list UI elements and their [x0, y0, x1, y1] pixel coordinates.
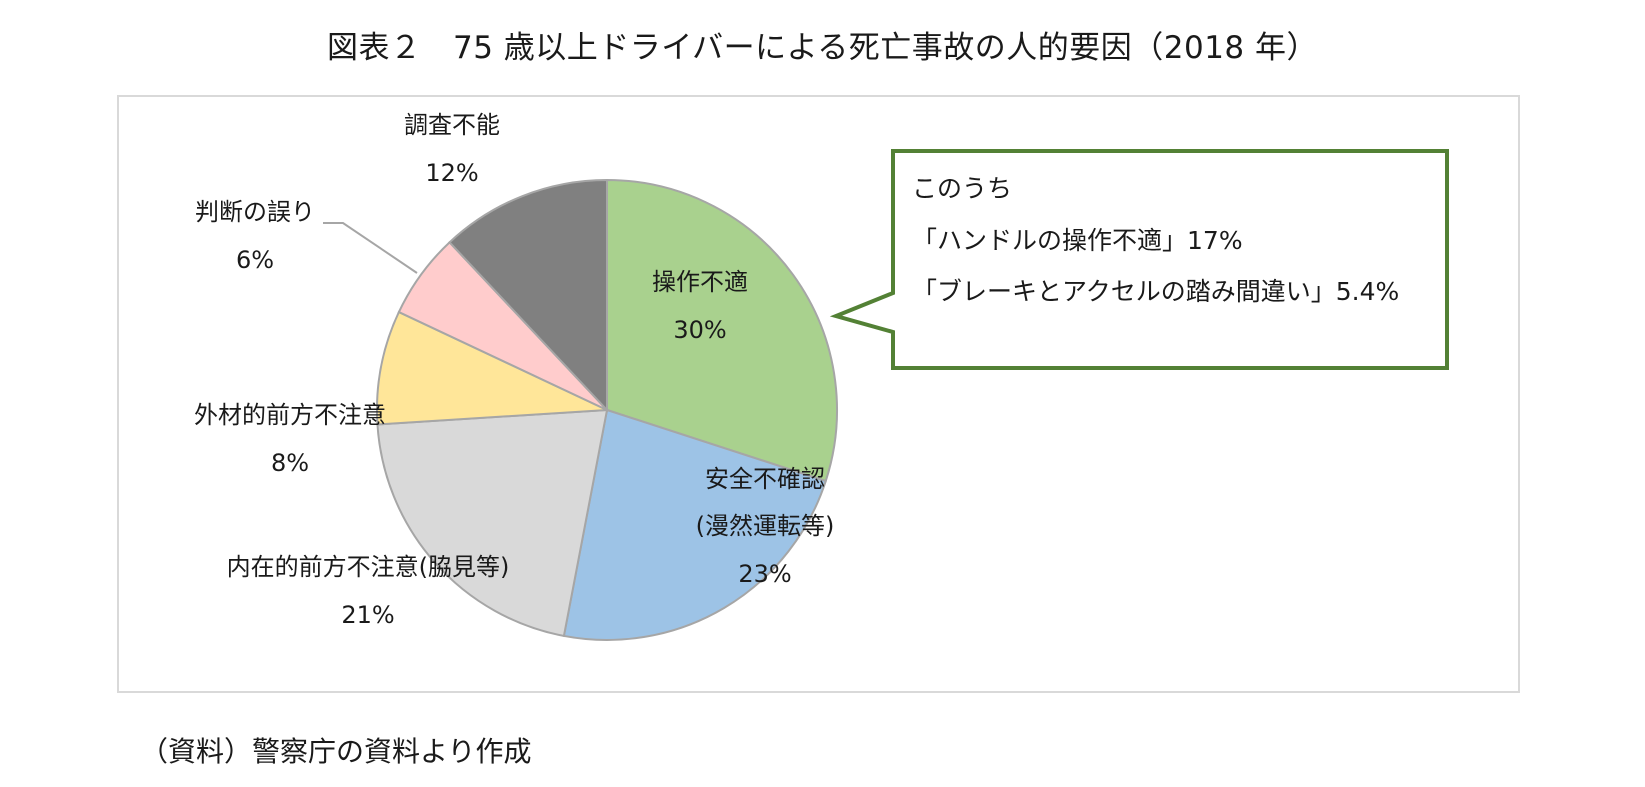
callout-line: このうち [912, 174, 1012, 203]
pie-slice [606, 178, 838, 483]
chart-frame [117, 95, 1520, 693]
pie-slice [448, 178, 608, 413]
callout-shape [829, 149, 1449, 370]
slice-value-label: 6% [236, 246, 274, 274]
slice-labels: 操作不適 30% 安全不確認 (漫然運転等) 23% 内在的前方不注意(脇見等) 21% 外材… [194, 111, 834, 629]
leader-lines [323, 222, 418, 274]
slice-value-label: 12% [425, 159, 478, 187]
slice-label: 操作不適 [652, 268, 748, 296]
slice-value-label: 23% [738, 560, 791, 588]
leader-line [323, 222, 418, 274]
callout-box: このうち「ハンドルの操作不適」17% 「ブレーキとアクセルの踏み間違い」5.4% [829, 149, 1449, 370]
slice-value-label: 30% [673, 316, 726, 344]
callout-line: 「ハンドルの操作不適」17% [912, 226, 1243, 255]
pie-slice [562, 408, 828, 641]
pie-slices [376, 178, 838, 641]
source-note: （資料）警察庁の資料より作成 [140, 735, 532, 768]
chart-title: 図表２ 75 歳以上ドライバーによる死亡事故の人的要因（2018 年） [327, 30, 1318, 66]
slice-value-label: 8% [271, 449, 309, 477]
callout-line: 「ブレーキとアクセルの踏み間違い」5.4% [912, 277, 1399, 306]
slice-label: 調査不能 [404, 111, 500, 139]
slice-label: 内在的前方不注意(脇見等) [227, 553, 510, 581]
slice-label: 安全不確認 [705, 465, 825, 493]
slice-label: 判断の誤り [195, 198, 315, 226]
pie-slice [376, 310, 608, 426]
slice-label: 外材的前方不注意 [194, 401, 386, 429]
pie-slice [376, 408, 609, 638]
slice-label: (漫然運転等) [696, 512, 835, 540]
slice-value-label: 21% [341, 601, 394, 629]
